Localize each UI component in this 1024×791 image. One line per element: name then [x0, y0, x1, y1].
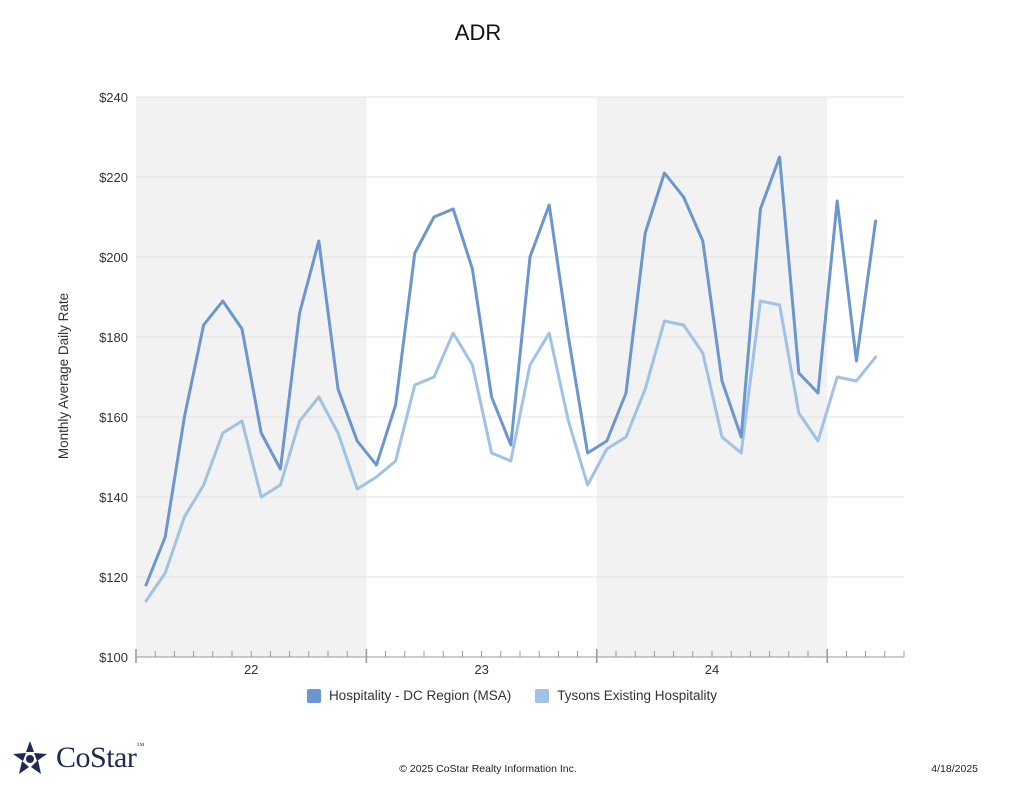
- legend-swatch-dc-region: [306, 688, 321, 703]
- y-tick-label: $220: [99, 170, 128, 185]
- y-tick-label: $140: [99, 490, 128, 505]
- legend: Hospitality - DC Region (MSA) Tysons Exi…: [0, 688, 1024, 703]
- costar-logo: CoStar™: [12, 740, 144, 776]
- y-axis-label: Monthly Average Daily Rate: [56, 293, 71, 459]
- x-tick-label: 24: [705, 662, 719, 677]
- costar-star-icon: [13, 741, 47, 774]
- year-band-24: [596, 97, 828, 657]
- legend-item-tysons[interactable]: Tysons Existing Hospitality: [535, 688, 717, 703]
- y-tick-label: $100: [99, 650, 128, 665]
- y-tick-label: $180: [99, 330, 128, 345]
- legend-label-tysons: Tysons Existing Hospitality: [557, 688, 718, 703]
- legend-label-dc-region: Hospitality - DC Region (MSA): [328, 688, 512, 703]
- y-tick-label: $120: [99, 570, 128, 585]
- chart-title: ADR: [454, 20, 502, 45]
- legend-swatch-tysons: [535, 688, 550, 703]
- logo-text: CoStar: [56, 741, 137, 774]
- series-line-0: [144, 155, 878, 587]
- series-line-1: [144, 299, 878, 603]
- logo-trademark: ™: [136, 741, 144, 750]
- x-tick-label: 23: [474, 662, 488, 677]
- y-tick-label: $200: [99, 250, 128, 265]
- y-tick-label: $160: [99, 410, 128, 425]
- report-date: 4/18/2025: [931, 763, 978, 775]
- y-tick-label: $240: [99, 90, 128, 105]
- legend-item-dc-region[interactable]: Hospitality - DC Region (MSA): [306, 688, 512, 703]
- copyright-text: © 2025 CoStar Realty Information Inc.: [399, 763, 577, 775]
- x-tick-label: 22: [244, 662, 258, 677]
